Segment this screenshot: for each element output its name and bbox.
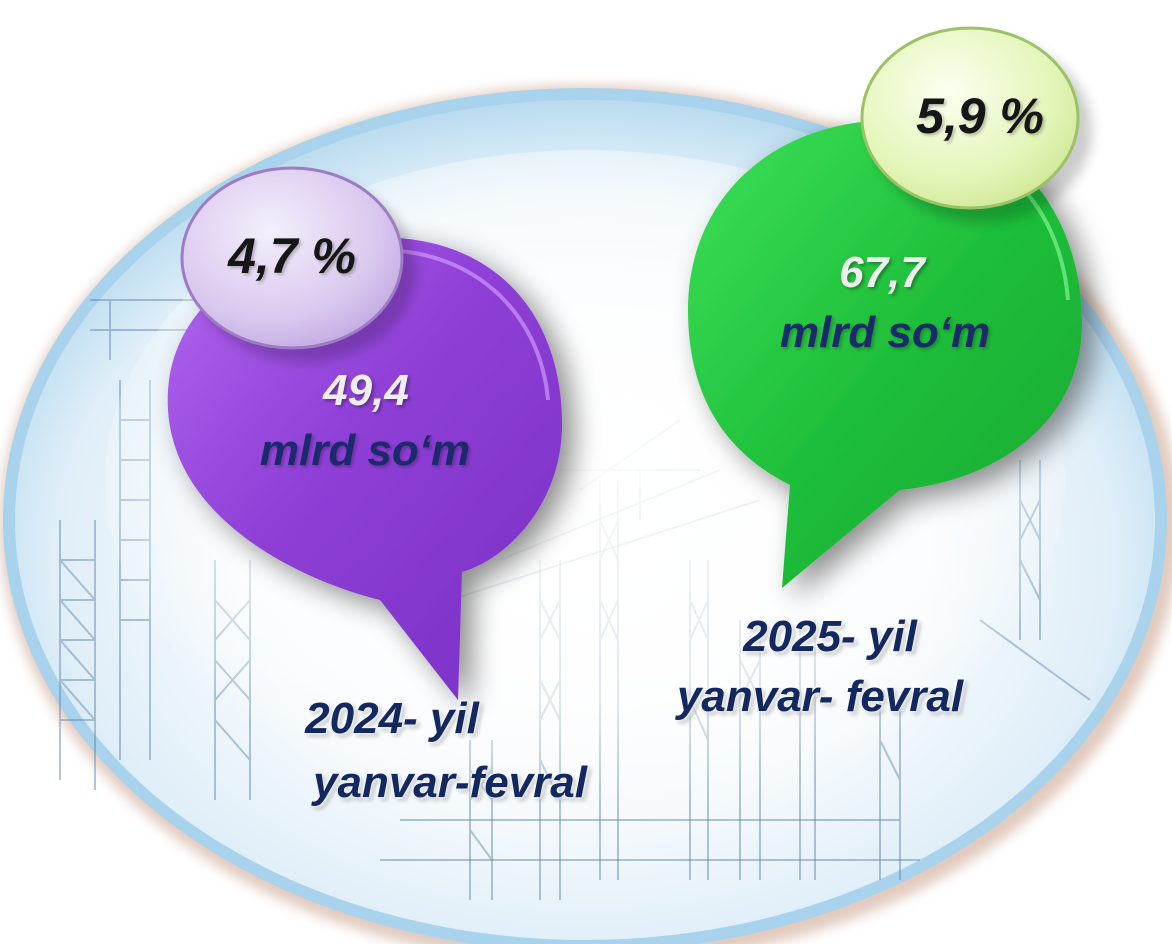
- unit-2024: mlrd so‘m: [259, 426, 471, 475]
- value-2025: 67,7: [839, 248, 925, 297]
- percent-2025: 5,9 %: [916, 88, 1044, 144]
- percent-2024: 4,7 %: [228, 228, 356, 284]
- percent-circle-2025-shape: [860, 26, 1092, 222]
- percent-circle-2024-shape: [180, 166, 416, 362]
- period-2024-months: yanvar-fevral: [313, 758, 587, 807]
- period-2024-year: 2024- yil: [305, 694, 479, 743]
- period-2025-months: yanvar- fevral: [676, 672, 964, 721]
- unit-2025: mlrd so‘m: [779, 308, 991, 357]
- value-2024: 49,4: [323, 366, 409, 415]
- period-2025-year: 2025- yil: [743, 612, 917, 661]
